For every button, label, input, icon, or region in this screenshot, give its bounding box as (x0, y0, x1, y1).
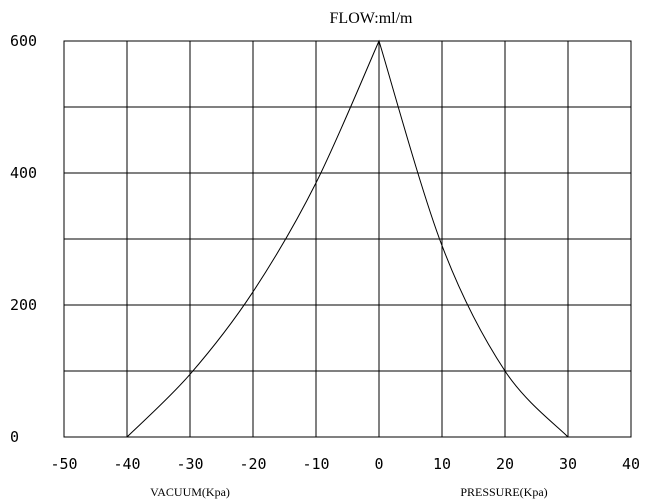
x-tick-label: 0 (374, 455, 383, 473)
x-tick-label: -10 (302, 455, 329, 473)
x-tick-label: -40 (113, 455, 140, 473)
y-tick-label: 600 (10, 32, 37, 50)
x-tick-label: 20 (496, 455, 514, 473)
x-tick-label: 40 (622, 455, 640, 473)
y-axis-ticks: 0 200 400 600 (10, 32, 37, 446)
x-tick-label: -50 (50, 455, 77, 473)
x-axis-label-pressure: PRESSURE(Kpa) (460, 485, 547, 499)
y-tick-label: 400 (10, 164, 37, 182)
x-tick-label: -20 (239, 455, 266, 473)
x-tick-label: 10 (433, 455, 451, 473)
chart-title: FLOW:ml/m (330, 10, 414, 27)
x-axis-ticks: -50 -40 -30 -20 -10 0 10 20 30 40 (50, 455, 640, 473)
x-tick-label: -30 (176, 455, 203, 473)
grid (63, 40, 632, 438)
x-axis-label-vacuum: VACUUM(Kpa) (150, 485, 230, 499)
series-line (126, 39, 569, 438)
flow-curve (126, 39, 569, 438)
y-tick-label: 200 (10, 296, 37, 314)
x-tick-label: 30 (559, 455, 577, 473)
y-tick-label: 0 (10, 428, 19, 446)
